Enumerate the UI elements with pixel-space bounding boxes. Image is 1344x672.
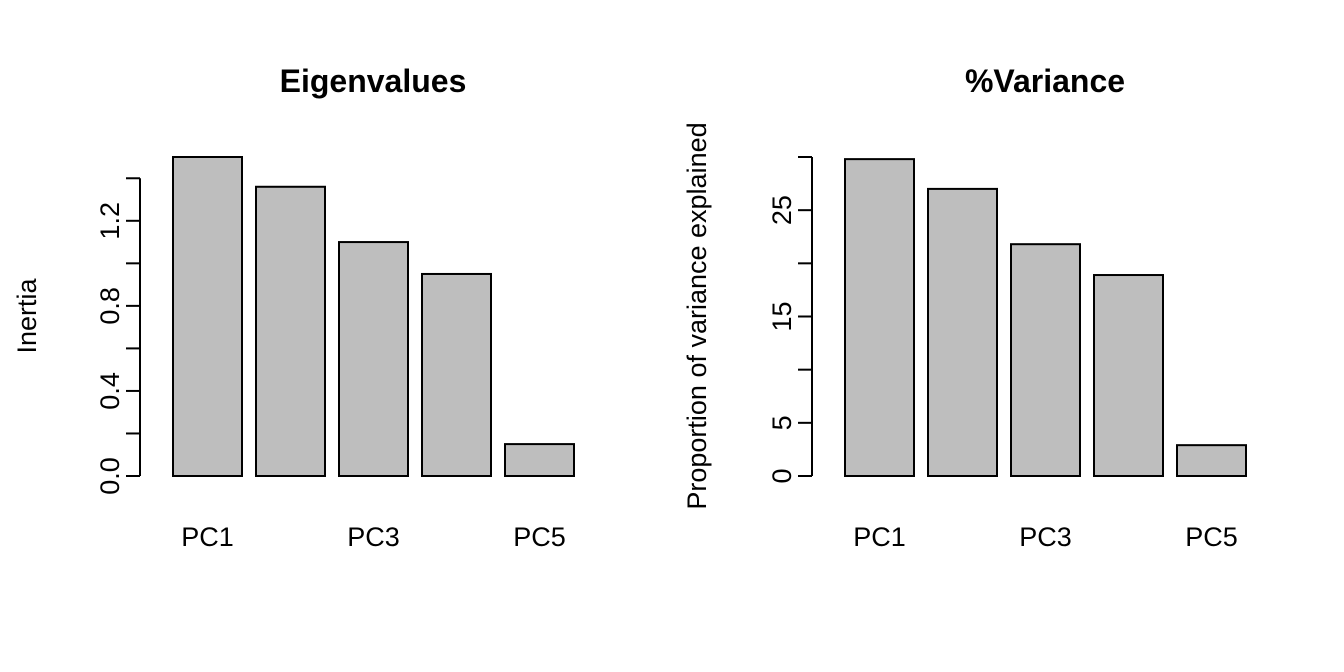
y-tick-label: 1.2 bbox=[95, 202, 125, 240]
x-tick-label: PC3 bbox=[347, 522, 400, 552]
y-tick-label: 0.0 bbox=[95, 457, 125, 495]
y-axis: 0.0 0.4 0.8 1.2 bbox=[95, 177, 141, 495]
bar-pc1 bbox=[844, 158, 915, 477]
y-tick-label: 0 bbox=[767, 468, 797, 483]
y-axis-label: Inertia bbox=[12, 277, 42, 353]
y-tick-label: 15 bbox=[767, 301, 797, 331]
bar-pc3 bbox=[338, 241, 409, 477]
bar-pc5 bbox=[1176, 444, 1247, 477]
x-tick-label: PC5 bbox=[513, 522, 566, 552]
y-axis-label: Proportion of variance explained bbox=[682, 122, 712, 509]
bar-pc4 bbox=[421, 272, 492, 478]
bars bbox=[844, 158, 1247, 477]
y-tick-label: 25 bbox=[767, 195, 797, 225]
eigenvalues-panel: Eigenvalues Inertia 0.00.40.81.2 PC1 PC3 P… bbox=[12, 63, 575, 552]
chart-title: %Variance bbox=[965, 63, 1125, 99]
bar-pc5 bbox=[504, 443, 575, 478]
bars bbox=[172, 156, 575, 478]
y-tick-label: 5 bbox=[767, 415, 797, 430]
chart-title: Eigenvalues bbox=[280, 63, 467, 99]
bar-pc2 bbox=[927, 187, 998, 477]
x-tick-labels: PC1 PC3 PC5 bbox=[853, 522, 1238, 552]
x-tick-label: PC1 bbox=[853, 522, 906, 552]
bar-pc1 bbox=[172, 156, 243, 477]
x-tick-label: PC3 bbox=[1019, 522, 1072, 552]
y-axis: 0 5 15 25 bbox=[767, 156, 813, 484]
bar-pc3 bbox=[1010, 243, 1081, 477]
bar-pc2 bbox=[255, 185, 326, 477]
y-tick-label: 0.4 bbox=[95, 372, 125, 410]
x-tick-labels: PC1 PC3 PC5 bbox=[181, 522, 566, 552]
x-tick-label: PC1 bbox=[181, 522, 234, 552]
y-tick-label: 0.8 bbox=[95, 287, 125, 325]
bar-pc4 bbox=[1093, 274, 1164, 477]
variance-panel: %Variance Proportion of variance explain… bbox=[682, 63, 1247, 552]
x-tick-label: PC5 bbox=[1185, 522, 1238, 552]
